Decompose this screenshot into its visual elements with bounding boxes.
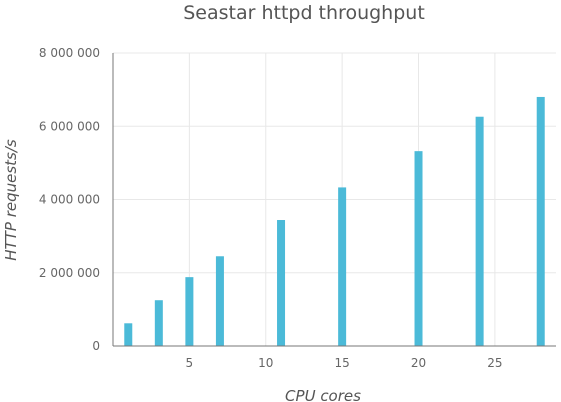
x-tick-label: 15	[334, 356, 349, 370]
x-tick-label: 20	[411, 356, 426, 370]
bar	[536, 96, 545, 346]
bar	[414, 151, 423, 346]
x-axis-label: CPU cores	[285, 387, 361, 402]
y-tick-label: 8 000 000	[39, 46, 100, 60]
bar	[277, 220, 286, 346]
chart-title: Seastar httpd throughput	[183, 2, 425, 24]
axes	[112, 53, 556, 347]
y-tick-label: 6 000 000	[39, 119, 100, 133]
y-axis-label: HTTP requests/s	[2, 139, 20, 261]
x-tick-label: 25	[487, 356, 502, 370]
bar	[124, 323, 133, 346]
bar	[154, 300, 163, 346]
bars	[124, 96, 545, 346]
bar	[475, 116, 484, 346]
x-tick-label: 5	[186, 356, 194, 370]
bar	[185, 277, 194, 346]
bar	[338, 187, 347, 346]
y-tick-label: 4 000 000	[39, 193, 100, 207]
x-tick-label: 10	[258, 356, 273, 370]
bar	[215, 256, 224, 346]
y-tick-label: 2 000 000	[39, 266, 100, 280]
y-tick-label: 0	[92, 339, 100, 353]
tick-labels: 0 2 000 000 4 000 000 6 000 000 8 000 000 5 10…	[39, 46, 503, 370]
grid	[113, 52, 556, 346]
